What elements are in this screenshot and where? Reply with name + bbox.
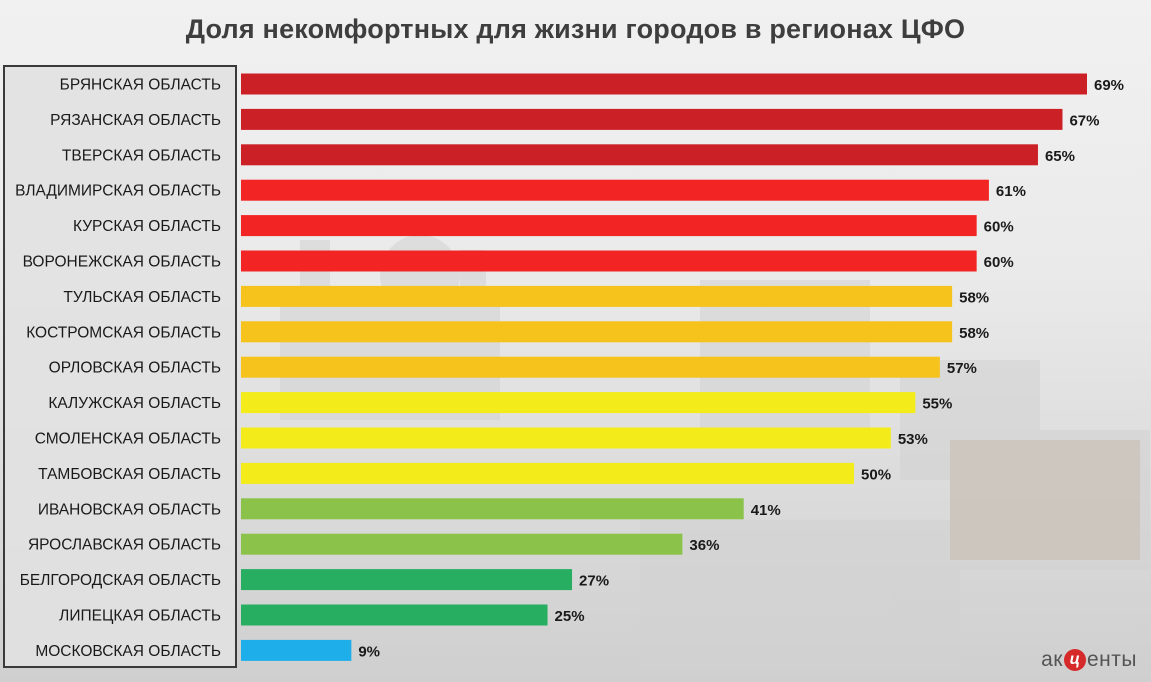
category-label: ВОРОНЕЖСКАЯ ОБЛАСТЬ <box>23 254 221 271</box>
bar <box>241 356 940 378</box>
bar <box>241 108 1063 130</box>
bar <box>241 144 1038 166</box>
bar <box>241 498 744 520</box>
bar <box>241 250 977 272</box>
value-label: 60% <box>984 219 1014 236</box>
value-label: 65% <box>1045 148 1075 165</box>
value-label: 53% <box>898 431 928 448</box>
value-label: 61% <box>996 183 1026 200</box>
bar <box>241 73 1087 95</box>
category-label: ТУЛЬСКАЯ ОБЛАСТЬ <box>63 289 221 306</box>
value-label: 55% <box>922 396 952 413</box>
category-label-panel <box>3 65 237 668</box>
category-label: ТВЕРСКАЯ ОБЛАСТЬ <box>62 147 221 164</box>
bar <box>241 604 548 626</box>
bar <box>241 392 916 414</box>
logo-text-left: ак <box>1041 648 1063 671</box>
category-label: ЯРОСЛАВСКАЯ ОБЛАСТЬ <box>28 537 221 554</box>
bar <box>241 533 683 555</box>
bar <box>241 427 891 449</box>
category-label: ТАМБОВСКАЯ ОБЛАСТЬ <box>38 466 221 483</box>
bar <box>241 179 989 201</box>
value-label: 60% <box>984 254 1014 271</box>
bar <box>241 285 953 307</box>
value-label: 58% <box>959 325 989 342</box>
bar <box>241 321 953 343</box>
logo-mark-icon: ц <box>1064 649 1086 671</box>
category-label: СМОЛЕНСКАЯ ОБЛАСТЬ <box>35 431 221 448</box>
logo-text-right: енты <box>1087 648 1137 671</box>
bar <box>241 639 352 661</box>
value-label: 27% <box>579 573 609 590</box>
category-label: ВЛАДИМИРСКАЯ ОБЛАСТЬ <box>15 183 221 200</box>
category-label: КУРСКАЯ ОБЛАСТЬ <box>73 218 221 235</box>
value-label: 9% <box>358 643 380 660</box>
value-label: 57% <box>947 360 977 377</box>
category-label: КОСТРОМСКАЯ ОБЛАСТЬ <box>26 324 221 341</box>
category-label: РЯЗАНСКАЯ ОБЛАСТЬ <box>50 112 221 129</box>
value-label: 69% <box>1094 77 1124 94</box>
value-label: 41% <box>751 502 781 519</box>
value-label: 58% <box>959 289 989 306</box>
brand-logo: ак ц енты <box>1041 648 1137 672</box>
value-label: 50% <box>861 466 891 483</box>
category-label: ОРЛОВСКАЯ ОБЛАСТЬ <box>49 360 221 377</box>
value-label: 67% <box>1069 112 1099 129</box>
bar <box>241 569 573 591</box>
bar <box>241 462 855 484</box>
category-label: МОСКОВСКАЯ ОБЛАСТЬ <box>35 643 221 660</box>
category-label: КАЛУЖСКАЯ ОБЛАСТЬ <box>48 395 221 412</box>
bar <box>241 215 977 237</box>
category-label: БЕЛГОРОДСКАЯ ОБЛАСТЬ <box>20 572 221 589</box>
value-label: 25% <box>555 608 585 625</box>
category-label: ЛИПЕЦКАЯ ОБЛАСТЬ <box>59 608 221 625</box>
chart-title: Доля некомфортных для жизни городов в ре… <box>185 14 966 44</box>
value-label: 36% <box>689 537 719 554</box>
category-label: БРЯНСКАЯ ОБЛАСТЬ <box>60 77 221 94</box>
category-label: ИВАНОВСКАЯ ОБЛАСТЬ <box>38 501 221 518</box>
